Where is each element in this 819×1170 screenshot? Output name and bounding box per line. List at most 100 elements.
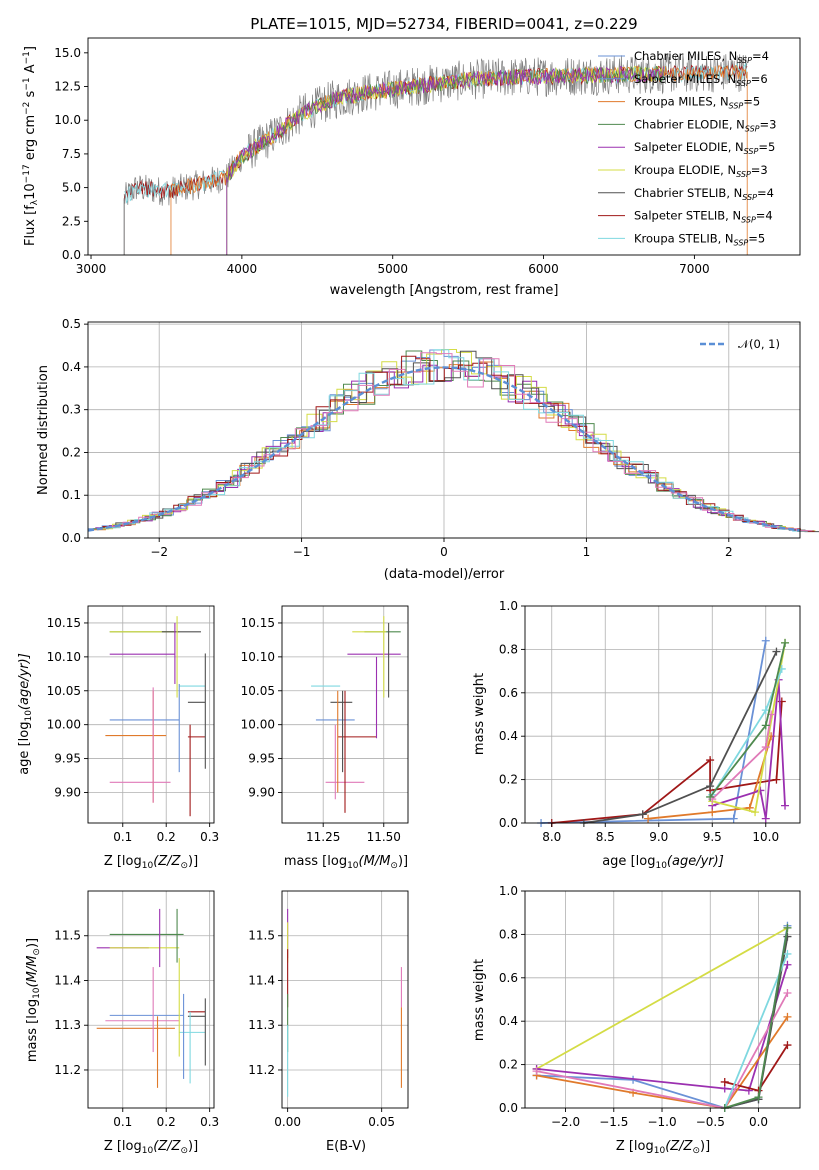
spectrum-y-label-sup3: −1: [22, 77, 32, 90]
kroupa-miles-weight-line: [536, 1016, 789, 1109]
x-tick-label: 0.1: [113, 830, 132, 844]
age-vs-z-x-label-sub: 10: [142, 861, 154, 871]
y-tick-label: 10.05: [241, 684, 275, 698]
age-vs-mass-x-label-end: )]: [398, 854, 408, 869]
residuals-y-ticks: 0.0 0.1 0.2 0.3 0.4 0.5: [62, 317, 88, 545]
normal-pdf-curve: [87, 366, 801, 532]
salpeter-stelib-histogram-step: [102, 355, 815, 532]
y-tick-label: 10.05: [47, 684, 81, 698]
chabrier-elodie-weight-marker: [754, 1093, 763, 1102]
weight-vs-z-x-ticks: −2.0 −1.5 −1.0 −0.5 0.0: [551, 1108, 768, 1129]
y-tick-label: 0.4: [62, 360, 81, 374]
x-tick-label: 0.0: [749, 1115, 768, 1129]
chabrier-stelib-weight-marker: [706, 782, 715, 791]
x-tick-label: −1.0: [647, 1115, 676, 1129]
mass-vs-z-x-ticks: 0.1 0.2 0.3: [113, 1108, 219, 1129]
age-vs-z-x-ticks: 0.1 0.2 0.3: [113, 823, 219, 844]
legend-entry: Kroupa ELODIE, NSSP=3: [634, 163, 768, 179]
kroupa-miles-weight-marker: [783, 1012, 792, 1021]
chabrier-elodie-weight-marker: [783, 923, 792, 932]
x-tick-label: 0.1: [113, 1115, 132, 1129]
weight-vs-z-grid: [525, 890, 800, 1109]
weight-vs-age-x-label-sub: 10: [655, 861, 667, 871]
x-tick-label: 5000: [377, 262, 408, 276]
spectrum-lines: [123, 53, 748, 255]
y-tick-label: 10.00: [241, 718, 275, 732]
legend-text: Kroupa STELIB, N: [634, 231, 734, 245]
spectrum-title: PLATE=1015, MJD=52734, FIBERID=0041, z=0…: [250, 15, 637, 33]
y-tick-label: 0.0: [62, 531, 81, 545]
x-tick-label: 4000: [227, 262, 258, 276]
legend-text: Kroupa MILES, N: [634, 95, 729, 109]
x-tick-label: −2.0: [551, 1115, 580, 1129]
weight-vs-age-plot-data: [537, 636, 790, 827]
mass-vs-ebv-grid: [282, 891, 408, 1108]
weight-vs-age-y-label: mass weight: [472, 673, 487, 755]
mass-vs-z-y-label: mass [log10(M/M⊙)]: [25, 938, 42, 1062]
y-tick-label: 10.0: [54, 113, 81, 127]
chabrier-stelib-histogram-step: [100, 350, 819, 533]
kroupa-stelib-weight-marker: [783, 949, 792, 958]
age-vs-mass-x-label-sub2: ⊙: [390, 861, 398, 871]
residuals-x-label: (data-model)/error: [384, 567, 505, 582]
weight-vs-z-x-label-end: )]: [700, 1139, 710, 1154]
legend-text: Salpeter ELODIE, N: [634, 140, 744, 154]
x-tick-label: −1: [293, 545, 311, 559]
age-vs-z-y-ticks: 9.90 9.95 10.00 10.05 10.10 10.15: [47, 616, 88, 799]
salpeter-elodie-weight-marker: [756, 786, 765, 795]
spectrum-y-label-sup2: −2: [22, 102, 32, 115]
residuals-y-label: Normed distribution: [36, 365, 51, 495]
legend-count: =5: [748, 231, 765, 245]
x-tick-label: −1.5: [599, 1115, 628, 1129]
age-vs-mass-x-label: mass [log10(M/M⊙)]: [284, 854, 408, 871]
spectrum-axes-frame: [87, 37, 801, 256]
mass-vs-z-x-label: Z [log10(Z/Z⊙)]: [104, 1139, 198, 1156]
y-tick-label: 7.5: [62, 147, 81, 161]
pink-weight-marker: [783, 988, 792, 997]
x-tick-label: 10.0: [752, 830, 779, 844]
y-tick-label: 11.2: [54, 1063, 81, 1077]
age-vs-mass-axes-frame: [281, 605, 409, 824]
x-tick-label: 7000: [679, 262, 710, 276]
x-tick-label: −0.5: [696, 1115, 725, 1129]
chabrier-stelib-weight-line: [724, 936, 789, 1109]
x-tick-label: 9.0: [649, 830, 668, 844]
x-tick-label: 0.2: [157, 830, 176, 844]
y-tick-label: 9.95: [248, 752, 275, 766]
y-tick-label: 11.4: [248, 973, 275, 987]
y-tick-label: 11.4: [54, 973, 81, 987]
chabrier-stelib-weight-marker: [638, 810, 647, 819]
y-tick-label: 11.5: [54, 929, 81, 943]
y-tick-label: 2.5: [62, 214, 81, 228]
age-vs-z-x-label-b: (Z/Z: [153, 854, 181, 869]
legend-sub: SSP: [737, 56, 752, 65]
normal-legend-label: 𝒩(0, 1): [738, 337, 780, 351]
legend-text: Chabrier MILES, N: [634, 49, 737, 63]
spectrum-y-label: Flux [fλ10−17 erg cm−2 s−1 A−1]: [22, 46, 40, 246]
salpeter-stelib-weight-marker: [783, 1041, 792, 1050]
mass-vs-ebv-axes-frame: [281, 890, 409, 1109]
salpeter-elodie-weight-marker: [781, 801, 790, 810]
salpeter-stelib-weight-marker: [706, 756, 715, 765]
chabrier-stelib-weight-marker: [772, 647, 781, 656]
legend-entry: Kroupa MILES, NSSP=5: [634, 95, 760, 111]
legend-text: Chabrier ELODIE, N: [634, 117, 745, 131]
y-tick-label: 9.90: [248, 785, 275, 799]
weight-vs-z-panel: −2.0 −1.5 −1.0 −0.5 0.0 0.0 0.2 0.4 0.6 0.8 1.0 Z…: [472, 884, 801, 1156]
spectrum-panel: 3000 4000 5000 6000 7000 0.0 2.5 5.0 7.5 10.0 12.…: [22, 15, 801, 298]
weight-vs-z-plot-data: [532, 921, 792, 1112]
chabrier-stelib-weight-line: [583, 651, 778, 824]
residuals-plot-data: [87, 349, 819, 533]
mass-vs-ebv-panel: 0.00 0.05 11.2 11.3 11.4 11.5 E(B-V): [248, 890, 409, 1154]
kroupa-stelib-histogram-step: [104, 349, 808, 532]
mass-vs-ebv-plot-data: [287, 908, 402, 1097]
pink-histogram-step: [107, 352, 813, 532]
salpeter-elodie-weight-marker: [761, 814, 770, 823]
mass-vs-ebv-x-label: E(B-V): [326, 1139, 366, 1154]
mass-vs-ebv-y-ticks: 11.2 11.3 11.4 11.5: [248, 929, 282, 1077]
x-tick-label: 0.00: [274, 1115, 301, 1129]
spectrum-y-label-end: ]: [23, 46, 38, 51]
x-tick-label: 9.5: [703, 830, 722, 844]
mass-vs-z-y-ticks: 11.2 11.3 11.4 11.5: [54, 929, 88, 1077]
